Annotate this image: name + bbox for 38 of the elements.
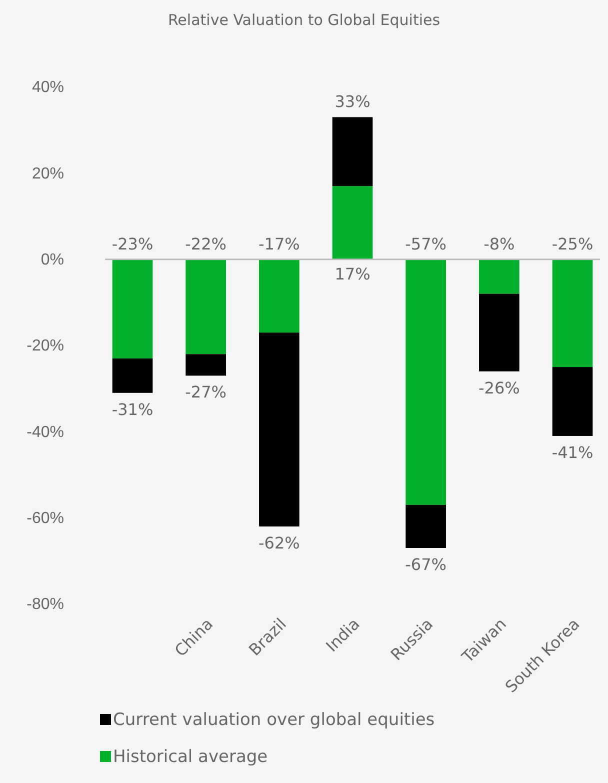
bar <box>406 259 446 505</box>
data-label: -57% <box>405 234 447 254</box>
bar <box>479 259 520 294</box>
bar <box>332 186 373 260</box>
total-label: -62% <box>258 533 300 552</box>
total-label: -67% <box>405 554 447 574</box>
total-label: -26% <box>478 378 520 398</box>
bar <box>112 358 153 393</box>
bar <box>186 259 226 354</box>
y-tick-label: 20% <box>32 165 64 182</box>
y-tick-label: -80% <box>26 596 64 614</box>
y-tick-label: -20% <box>26 338 64 355</box>
legend-label: Historical average <box>113 747 268 767</box>
data-label: -17% <box>258 234 300 254</box>
data-label: -22% <box>185 234 227 254</box>
data-label: 17% <box>334 264 370 284</box>
data-label: -25% <box>552 234 594 254</box>
bar <box>332 117 373 186</box>
legend-label: Current valuation over global equities <box>113 710 435 730</box>
y-tick-label: -40% <box>26 424 64 441</box>
total-label: -27% <box>185 382 227 402</box>
total-label: -31% <box>112 400 154 419</box>
bar <box>259 332 300 526</box>
y-tick-label: 0% <box>40 251 64 268</box>
bar <box>112 259 153 358</box>
bar <box>552 367 593 436</box>
y-tick-label: -60% <box>26 510 64 527</box>
data-label: -23% <box>112 234 154 254</box>
bar <box>552 259 593 368</box>
bar <box>479 294 520 372</box>
chart-title: Relative Valuation to Global Equities <box>168 11 440 29</box>
bar <box>259 259 300 333</box>
y-tick-label: 40% <box>32 79 64 96</box>
total-label: -41% <box>552 442 594 462</box>
bar <box>186 354 226 376</box>
total-label: 33% <box>334 92 370 112</box>
bar <box>406 504 446 548</box>
data-label: -8% <box>484 234 515 254</box>
